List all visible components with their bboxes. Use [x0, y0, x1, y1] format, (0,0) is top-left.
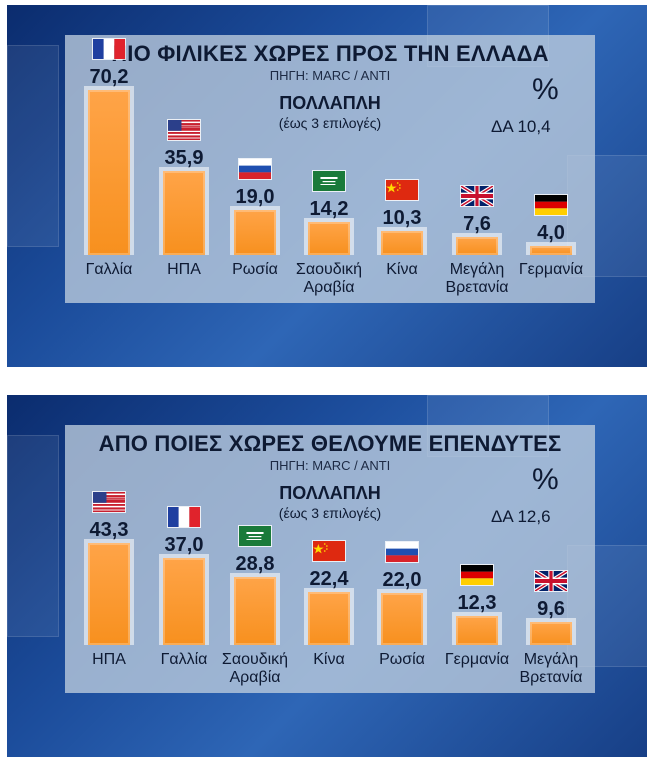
da-label: ΔΑ 12,6: [491, 507, 551, 526]
background-decoration: [7, 435, 59, 637]
china-flag-icon: [385, 178, 419, 201]
bar-area: 43,3 ΗΠΑ 37,0 Γαλλία 28,8 Σαουδική Αραβία 22,4…: [7, 395, 647, 757]
bar: [530, 245, 572, 255]
chart-panel-investor-countries: ΑΠΟ ΠΟΙΕΣ ΧΩΡΕΣ ΘΕΛΟΥΜΕ ΕΠΕΝΔΥΤΕΣ ΠΗΓΗ: …: [7, 395, 647, 757]
category-label: Μεγάλη Βρετανία: [445, 261, 509, 296]
category-label: Κίνα: [386, 261, 418, 278]
question-type: ΠΟΛΛΑΠΛΗ: [279, 93, 381, 113]
uk-flag-icon: [534, 570, 568, 593]
background-decoration: [7, 45, 59, 247]
chart-source: ΠΗΓΗ: MARC / ANTI: [269, 458, 391, 473]
bar: [163, 558, 205, 645]
category-label: ΗΠΑ: [167, 261, 201, 278]
category-label: ΗΠΑ: [92, 651, 126, 668]
chart-card: [65, 35, 595, 303]
france-flag-icon: [167, 506, 201, 529]
category-label: Μεγάλη Βρετανία: [519, 651, 583, 686]
uk-flag-icon: [460, 185, 494, 208]
unit-label: %: [532, 463, 559, 496]
data-label: 12,3: [457, 592, 497, 615]
da-label: ΔΑ 10,4: [491, 117, 551, 136]
bar: [234, 210, 276, 255]
category-label: Γαλλία: [160, 651, 208, 668]
category-label: Γαλλία: [85, 261, 133, 278]
bar: [163, 170, 205, 255]
germany-flag-icon: [534, 193, 568, 216]
chart-panel-friendly-countries: ΠΙΟ ΦΙΛΙΚΕΣ ΧΩΡΕΣ ΠΡΟΣ ΤΗΝ ΕΛΛΑΔΑ ΠΗΓΗ: …: [7, 5, 647, 367]
category-label: Γερμανία: [444, 651, 510, 668]
saudi-flag-icon: [238, 525, 272, 548]
russia-flag-icon: [385, 541, 419, 564]
russia-flag-icon: [238, 158, 272, 181]
category-label: Σαουδική Αραβία: [221, 651, 289, 686]
france-flag-icon: [92, 38, 126, 60]
category-label: Σαουδική Αραβία: [295, 261, 363, 296]
data-label: 35,9: [164, 146, 204, 169]
chart-title: ΑΠΟ ΠΟΙΕΣ ΧΩΡΕΣ ΘΕΛΟΥΜΕ ΕΠΕΝΔΥΤΕΣ: [98, 431, 562, 456]
data-label: 28,8: [235, 553, 275, 576]
data-label: 19,0: [235, 186, 275, 209]
data-label: 10,3: [382, 206, 422, 229]
data-label: 37,0: [164, 534, 204, 557]
question-type: ΠΟΛΛΑΠΛΗ: [279, 483, 381, 503]
data-label: 14,2: [309, 197, 349, 220]
unit-label: %: [532, 73, 559, 106]
saudi-flag-icon: [312, 169, 346, 192]
category-label: Γερμανία: [518, 261, 584, 278]
data-label: 22,0: [382, 569, 422, 592]
category-label: Κίνα: [313, 651, 345, 668]
chart-title: ΠΙΟ ΦΙΛΙΚΕΣ ΧΩΡΕΣ ΠΡΟΣ ΤΗΝ ΕΛΛΑΔΑ: [111, 41, 549, 66]
category-label: Ρωσία: [379, 651, 425, 668]
chart-source: ΠΗΓΗ: MARC / ANTI: [269, 68, 391, 83]
usa-flag-icon: [92, 491, 126, 514]
bar: [88, 543, 130, 645]
bar: [381, 593, 423, 645]
china-flag-icon: [312, 540, 346, 563]
bar: [530, 622, 572, 645]
usa-flag-icon: [167, 118, 201, 141]
data-label: 4,0: [537, 221, 565, 244]
data-label: 22,4: [309, 568, 349, 591]
data-label: 9,6: [537, 598, 565, 621]
question-note: (έως 3 επιλογές): [278, 115, 382, 131]
bar: [88, 90, 130, 255]
data-label: 43,3: [89, 519, 129, 542]
bar: [456, 616, 498, 645]
bar: [381, 230, 423, 255]
question-note: (έως 3 επιλογές): [278, 505, 382, 521]
data-label: 7,6: [463, 213, 491, 236]
bar-area: 70,2 Γαλλία 35,9 ΗΠΑ 19,0 Ρωσία 14,2 Σαουδική Α…: [7, 5, 647, 367]
data-label: 70,2: [89, 66, 129, 88]
bar: [308, 221, 350, 255]
category-label: Ρωσία: [232, 261, 278, 278]
bar: [308, 592, 350, 645]
bar: [234, 577, 276, 645]
germany-flag-icon: [460, 564, 494, 587]
bar: [456, 237, 498, 255]
